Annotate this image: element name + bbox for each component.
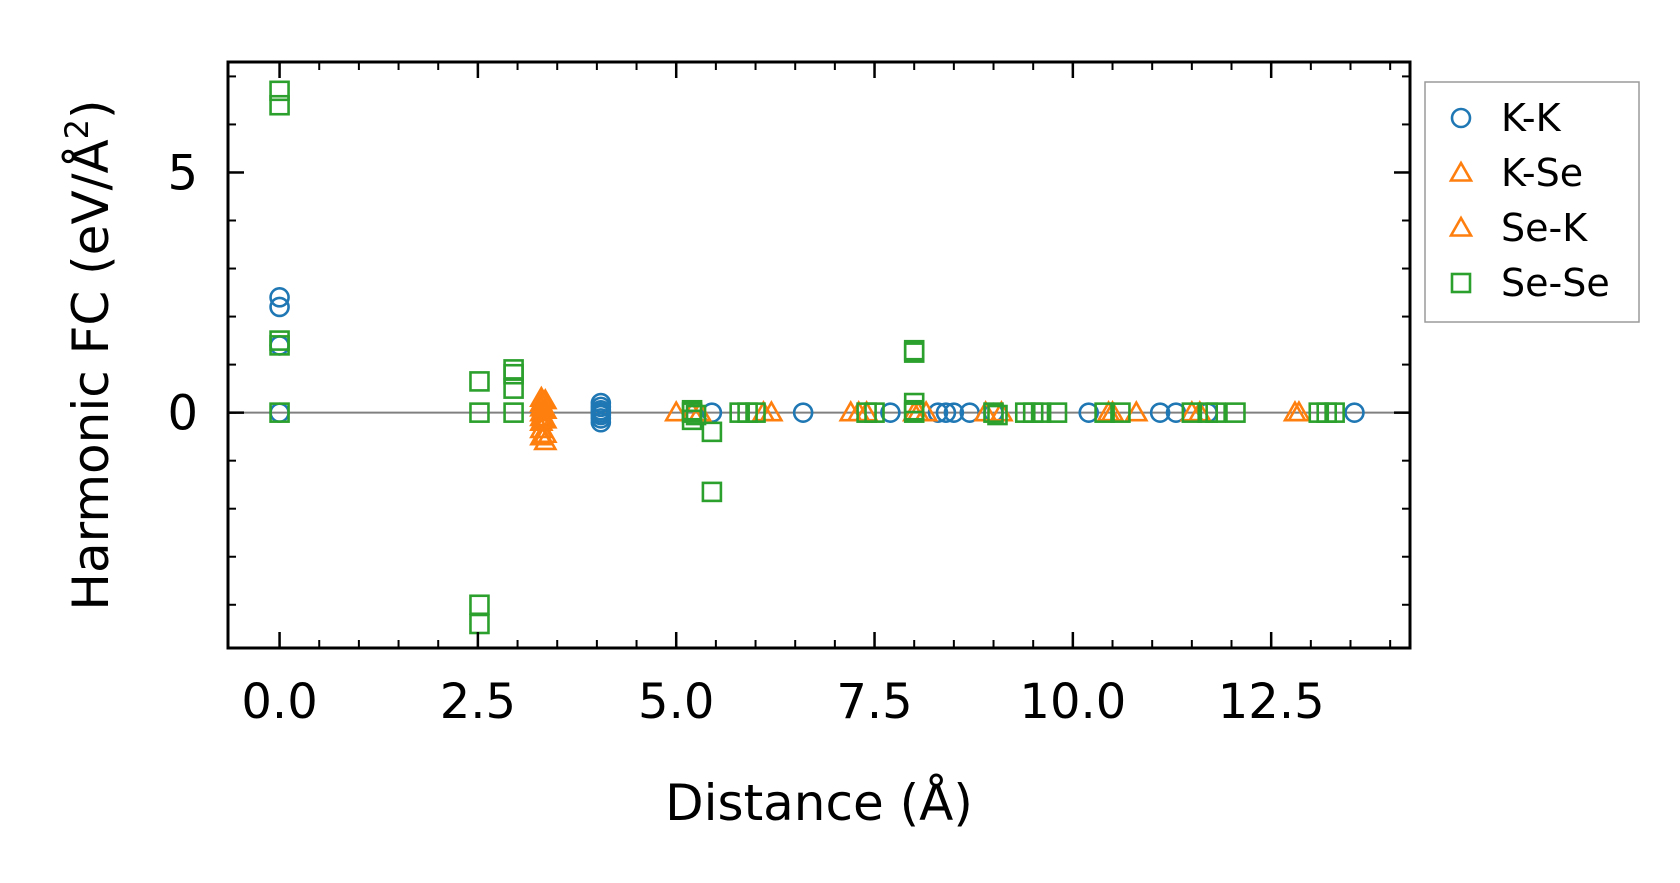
data-point (469, 402, 490, 423)
legend-marker (1448, 215, 1474, 237)
data-point (864, 402, 885, 423)
data-point (1181, 402, 1203, 423)
data-point (987, 404, 1008, 426)
data-point (533, 397, 558, 420)
legend-entry: K-Se (1448, 151, 1583, 195)
data-point (269, 335, 290, 356)
data-point (503, 402, 524, 423)
data-point (469, 613, 490, 635)
data-point (269, 335, 290, 356)
data-point (533, 428, 558, 451)
data-point (903, 402, 925, 423)
data-point (1282, 400, 1308, 422)
series-se-se (269, 80, 1345, 635)
legend-label: Se-Se (1501, 261, 1610, 305)
data-point (663, 400, 689, 422)
data-point (1225, 402, 1246, 423)
legend-marker (1450, 107, 1472, 129)
y-axis-title-superscript: 2 (58, 119, 96, 139)
data-point (681, 409, 703, 431)
legend-label: K-Se (1501, 151, 1583, 195)
data-point (927, 402, 949, 423)
data-point (983, 402, 1004, 423)
legend-entry: Se-K (1448, 206, 1588, 250)
data-point (269, 80, 290, 102)
data-point (1344, 402, 1365, 423)
x-tick-label: 2.5 (440, 674, 516, 730)
data-point (533, 421, 558, 444)
y-axis-title-close: ) (62, 99, 120, 119)
data-point (701, 421, 723, 443)
y-tick-label: 5 (167, 145, 198, 201)
y-axis-title: Harmonic FC (eV/Å2) (58, 99, 120, 610)
plot-frame (226, 60, 1412, 650)
legend-entry: K-K (1450, 96, 1562, 140)
data-point (903, 342, 925, 363)
data-point (1046, 402, 1068, 423)
data-points-layer (269, 80, 1365, 635)
y-tick-label: 0 (167, 386, 198, 442)
x-tick-label: 7.5 (836, 674, 912, 730)
ticks-layer (228, 62, 1410, 648)
data-point (269, 296, 290, 318)
data-point (935, 402, 957, 423)
x-tick-label: 5.0 (638, 674, 714, 730)
data-point (503, 363, 524, 385)
x-tick-label: 12.5 (1218, 674, 1325, 730)
tick-labels-layer: 0.0 2.5 5.0 7.5 10.0 12.5 0 5 (167, 145, 1324, 730)
data-point (503, 359, 524, 380)
data-point (469, 371, 490, 392)
x-axis-title: Distance (Å) (665, 774, 973, 832)
x-tick-label: 10.0 (1019, 674, 1126, 730)
legend: K-K K-Se Se-K Se-Se (1424, 81, 1640, 323)
data-point (701, 481, 723, 503)
legend-marker (1450, 272, 1472, 294)
legend-label: Se-K (1501, 206, 1588, 250)
legend-entries: K-K K-Se Se-K Se-Se (1448, 96, 1610, 305)
data-point (1078, 402, 1100, 423)
data-point (1149, 402, 1171, 423)
data-point (269, 402, 290, 423)
data-point (1030, 402, 1052, 423)
data-point (269, 287, 290, 308)
legend-marker (1448, 160, 1474, 182)
legend-box (1424, 81, 1640, 323)
data-point (533, 407, 558, 429)
data-point (880, 402, 901, 423)
data-point (745, 402, 766, 423)
data-point (1124, 400, 1149, 422)
data-point (792, 402, 814, 423)
legend-label: K-K (1501, 96, 1562, 140)
data-point (943, 402, 965, 423)
data-point (503, 378, 524, 399)
data-point (469, 594, 490, 616)
data-point (590, 411, 612, 433)
x-tick-label: 0.0 (241, 674, 317, 730)
legend-entry: Se-Se (1450, 261, 1610, 305)
data-point (1205, 402, 1226, 423)
data-point (1094, 402, 1115, 423)
data-point (1110, 402, 1131, 423)
data-point (1324, 402, 1345, 423)
data-point (685, 404, 707, 426)
data-point (269, 94, 290, 116)
y-axis-title-main: Harmonic FC (eV/Å (62, 139, 120, 610)
